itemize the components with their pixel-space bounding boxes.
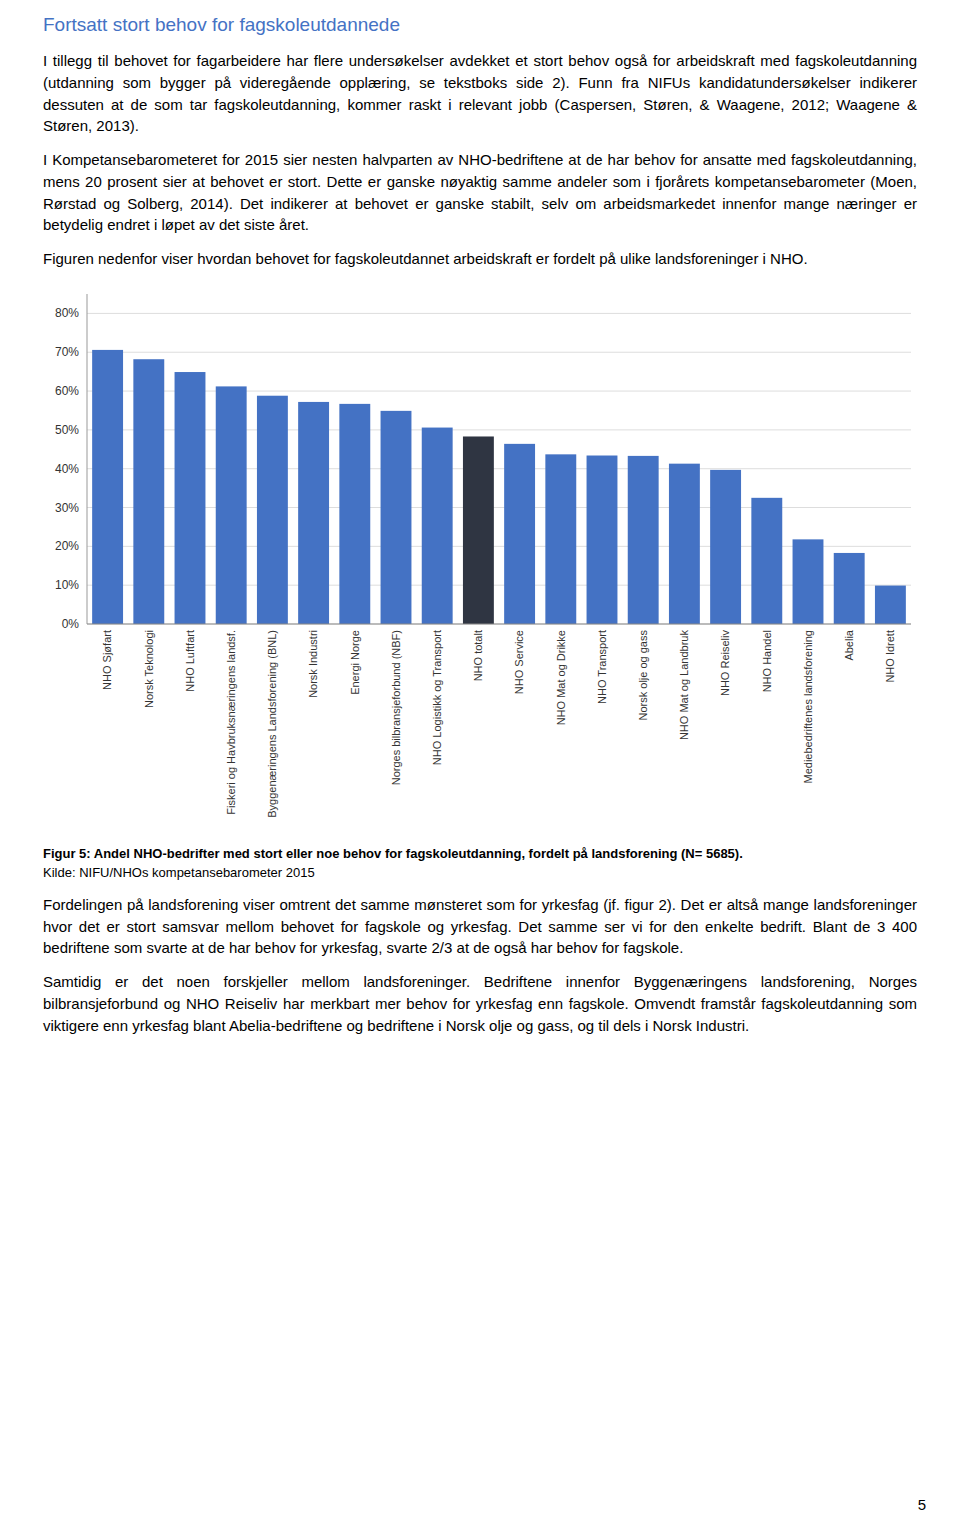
grid-line (87, 351, 911, 352)
bar (381, 411, 412, 624)
bar (834, 553, 865, 624)
y-tick-label: 10% (55, 578, 79, 592)
grid-line (87, 507, 911, 508)
page-number: 5 (918, 1496, 926, 1513)
y-tick-label: 70% (55, 345, 79, 359)
x-tick-label: Norsk Teknologi (143, 630, 155, 708)
x-tick-label: Mediebedriftenes landsforening (802, 630, 814, 784)
bar (669, 463, 700, 623)
y-tick-label: 80% (55, 306, 79, 320)
bar (545, 454, 576, 624)
post-paragraph: Samtidig er det noen forskjeller mellom … (43, 971, 917, 1036)
grid-line (87, 390, 911, 391)
x-tick-label: Abelia (843, 629, 855, 660)
bar (339, 404, 370, 624)
body-paragraph: I Kompetansebarometeret for 2015 sier ne… (43, 149, 917, 236)
x-tick-label: Energi Norge (349, 630, 361, 695)
bars (92, 350, 906, 624)
grid (87, 313, 911, 624)
x-axis-line (87, 623, 911, 624)
bar (504, 444, 535, 624)
bar (793, 539, 824, 624)
x-tick-label: NHO Handel (761, 630, 773, 692)
bar (628, 456, 659, 624)
x-tick-label: NHO Reiseliv (719, 629, 731, 696)
x-tick-label: NHO totalt (472, 630, 484, 681)
x-tick-label: NHO Idrett (884, 630, 896, 683)
y-tick-label: 20% (55, 539, 79, 553)
bar (463, 436, 494, 624)
x-tick-label: Norsk Industri (307, 630, 319, 698)
body-paragraph: I tillegg til behovet for fagarbeidere h… (43, 50, 917, 137)
bar (751, 498, 782, 624)
x-tick-label: NHO Mat og Drikke (555, 630, 567, 725)
x-tick-label: NHO Service (513, 630, 525, 694)
bar (216, 386, 247, 624)
bar (257, 395, 288, 623)
bar (587, 455, 618, 623)
y-tick-label: 30% (55, 500, 79, 514)
y-tick-label: 50% (55, 423, 79, 437)
page: Fortsatt stort behov for fagskoleutdanne… (43, 14, 917, 1048)
y-tick-label: 0% (62, 617, 80, 631)
bar (92, 350, 123, 624)
grid-line (87, 313, 911, 314)
x-tick-label: NHO Transport (596, 630, 608, 704)
x-tick-label: Fiskeri og Havbruksnæringens landsf. (225, 630, 237, 815)
source: Kilde: NIFU/NHOs kompetansebarometer 201… (43, 865, 917, 880)
x-tick-label: Byggenæringens Landsforening (BNL) (266, 630, 278, 818)
y-tick-label: 40% (55, 461, 79, 475)
heading: Fortsatt stort behov for fagskoleutdanne… (43, 14, 917, 36)
grid-line (87, 584, 911, 585)
grid-line (87, 468, 911, 469)
x-tick-label: Norges bilbransjeforbund (NBF) (390, 630, 402, 785)
x-tick-label: NHO Luftfart (184, 630, 196, 692)
bar (175, 372, 206, 624)
bar (422, 427, 453, 623)
bar (710, 470, 741, 624)
x-tick-label: NHO Logistikk og Transport (431, 630, 443, 765)
bar (298, 402, 329, 624)
bar (875, 585, 906, 623)
x-tick-label: NHO Mat og Landbruk (678, 629, 690, 740)
grid-line (87, 429, 911, 430)
y-tick-label: 60% (55, 384, 79, 398)
body-paragraph: Figuren nedenfor viser hvordan behovet f… (43, 248, 917, 270)
post-paragraph: Fordelingen på landsforening viser omtre… (43, 894, 917, 959)
x-tick-label: Norsk olje og gass (637, 629, 649, 720)
x-tick-label: NHO Sjøfart (101, 630, 113, 690)
caption: Figur 5: Andel NHO-bedrifter med stort e… (43, 846, 917, 861)
chart: 0% 10% 20% 30% 40% 50% 60% 70% 80% NHO Sjøfart Nor… (43, 282, 917, 842)
grid-line (87, 623, 911, 624)
grid-line (87, 546, 911, 547)
y-axis-line (87, 294, 88, 624)
bar (133, 359, 164, 624)
